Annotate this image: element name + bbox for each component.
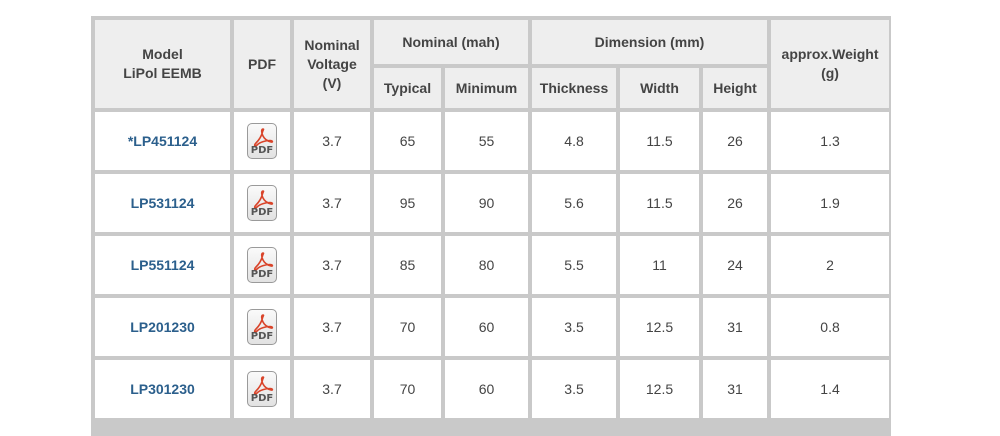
weight-cell: 2 [771,236,890,294]
header-voltage-line3: (V) [322,74,342,91]
pdf-acrobat-glyph [253,314,274,333]
pdf-acrobat-glyph [253,128,274,147]
weight-cell: 1.9 [771,174,890,232]
minimum-cell: 80 [445,236,529,294]
thickness-cell: 3.5 [532,360,617,418]
voltage-cell: 3.7 [294,112,370,170]
thickness-cell: 5.6 [532,174,617,232]
typical-cell: 70 [374,298,441,356]
header-weight-line2: (g) [821,65,839,81]
pdf-cell: PDF [234,112,290,170]
pdf-file-icon[interactable]: PDF [247,123,277,159]
width-cell: 11 [620,236,700,294]
voltage-cell: 3.7 [294,298,370,356]
model-cell: *LP451124 [95,112,230,170]
header-height: Height [703,68,768,108]
header-thickness: Thickness [532,68,617,108]
height-cell: 31 [703,298,768,356]
header-model: Model LiPol EEMB [95,20,230,108]
pdf-cell: PDF [234,360,290,418]
weight-cell: 0.8 [771,298,890,356]
pdf-icon-label: PDF [250,269,274,280]
pdf-icon-label: PDF [250,393,274,404]
table-row: LP301230 PDF 3.7 70 60 3.5 12.5 31 1.4 [95,360,890,418]
model-link[interactable]: LP551124 [130,257,195,273]
pdf-file-icon[interactable]: PDF [247,309,277,345]
header-voltage-line2: Voltage [307,55,357,72]
weight-cell: 1.3 [771,112,890,170]
pdf-acrobat-glyph [253,376,274,395]
model-cell: LP301230 [95,360,230,418]
width-cell: 11.5 [620,112,700,170]
typical-cell: 70 [374,360,441,418]
height-cell: 26 [703,112,768,170]
header-model-line2: LiPol EEMB [123,65,202,81]
header-voltage-line1: Nominal [304,36,360,53]
typical-cell: 95 [374,174,441,232]
table-row: LP551124 PDF 3.7 85 80 5.5 11 24 2 [95,236,890,294]
thickness-cell: 4.8 [532,112,617,170]
header-pdf: PDF [234,20,290,108]
pdf-file-icon[interactable]: PDF [247,371,277,407]
header-typical: Typical [374,68,441,108]
weight-cell: 1.4 [771,360,890,418]
pdf-icon-label: PDF [250,145,274,156]
pdf-acrobat-glyph [253,190,274,209]
header-width: Width [620,68,700,108]
model-link[interactable]: LP531124 [130,195,195,211]
header-model-line1: Model [142,46,183,62]
height-cell: 24 [703,236,768,294]
model-link[interactable]: *LP451124 [127,133,198,149]
table-row: LP201230 PDF 3.7 70 60 3.5 12.5 31 0.8 [95,298,890,356]
thickness-cell: 3.5 [532,298,617,356]
minimum-cell: 60 [445,298,529,356]
model-cell: LP201230 [95,298,230,356]
typical-cell: 65 [374,112,441,170]
header-dimension-group: Dimension (mm) [532,20,768,64]
pdf-cell: PDF [234,174,290,232]
width-cell: 11.5 [620,174,700,232]
battery-spec-table: Model LiPol EEMB PDF Nominal Voltage (V)… [91,16,893,422]
pdf-icon-label: PDF [250,331,274,342]
header-minimum: Minimum [445,68,529,108]
table-body: *LP451124 PDF 3.7 65 55 4.8 11.5 26 1.3 … [95,112,890,418]
pdf-file-icon[interactable]: PDF [247,185,277,221]
typical-cell: 85 [374,236,441,294]
model-cell: LP531124 [95,174,230,232]
pdf-icon-label: PDF [250,207,274,218]
header-nominal-group: Nominal (mah) [374,20,529,64]
height-cell: 26 [703,174,768,232]
pdf-file-icon[interactable]: PDF [247,247,277,283]
table-row: *LP451124 PDF 3.7 65 55 4.8 11.5 26 1.3 [95,112,890,170]
pdf-cell: PDF [234,298,290,356]
header-weight: approx.Weight (g) [771,20,890,108]
thickness-cell: 5.5 [532,236,617,294]
pdf-cell: PDF [234,236,290,294]
minimum-cell: 60 [445,360,529,418]
width-cell: 12.5 [620,298,700,356]
minimum-cell: 55 [445,112,529,170]
header-voltage: Nominal Voltage (V) [294,20,370,108]
header-weight-line1: approx.Weight [781,46,879,62]
model-link[interactable]: LP201230 [130,319,195,335]
voltage-cell: 3.7 [294,236,370,294]
height-cell: 31 [703,360,768,418]
voltage-cell: 3.7 [294,360,370,418]
width-cell: 12.5 [620,360,700,418]
model-cell: LP551124 [95,236,230,294]
model-link[interactable]: LP301230 [130,381,195,397]
table-row: LP531124 PDF 3.7 95 90 5.6 11.5 26 1.9 [95,174,890,232]
pdf-acrobat-glyph [253,252,274,271]
voltage-cell: 3.7 [294,174,370,232]
minimum-cell: 90 [445,174,529,232]
